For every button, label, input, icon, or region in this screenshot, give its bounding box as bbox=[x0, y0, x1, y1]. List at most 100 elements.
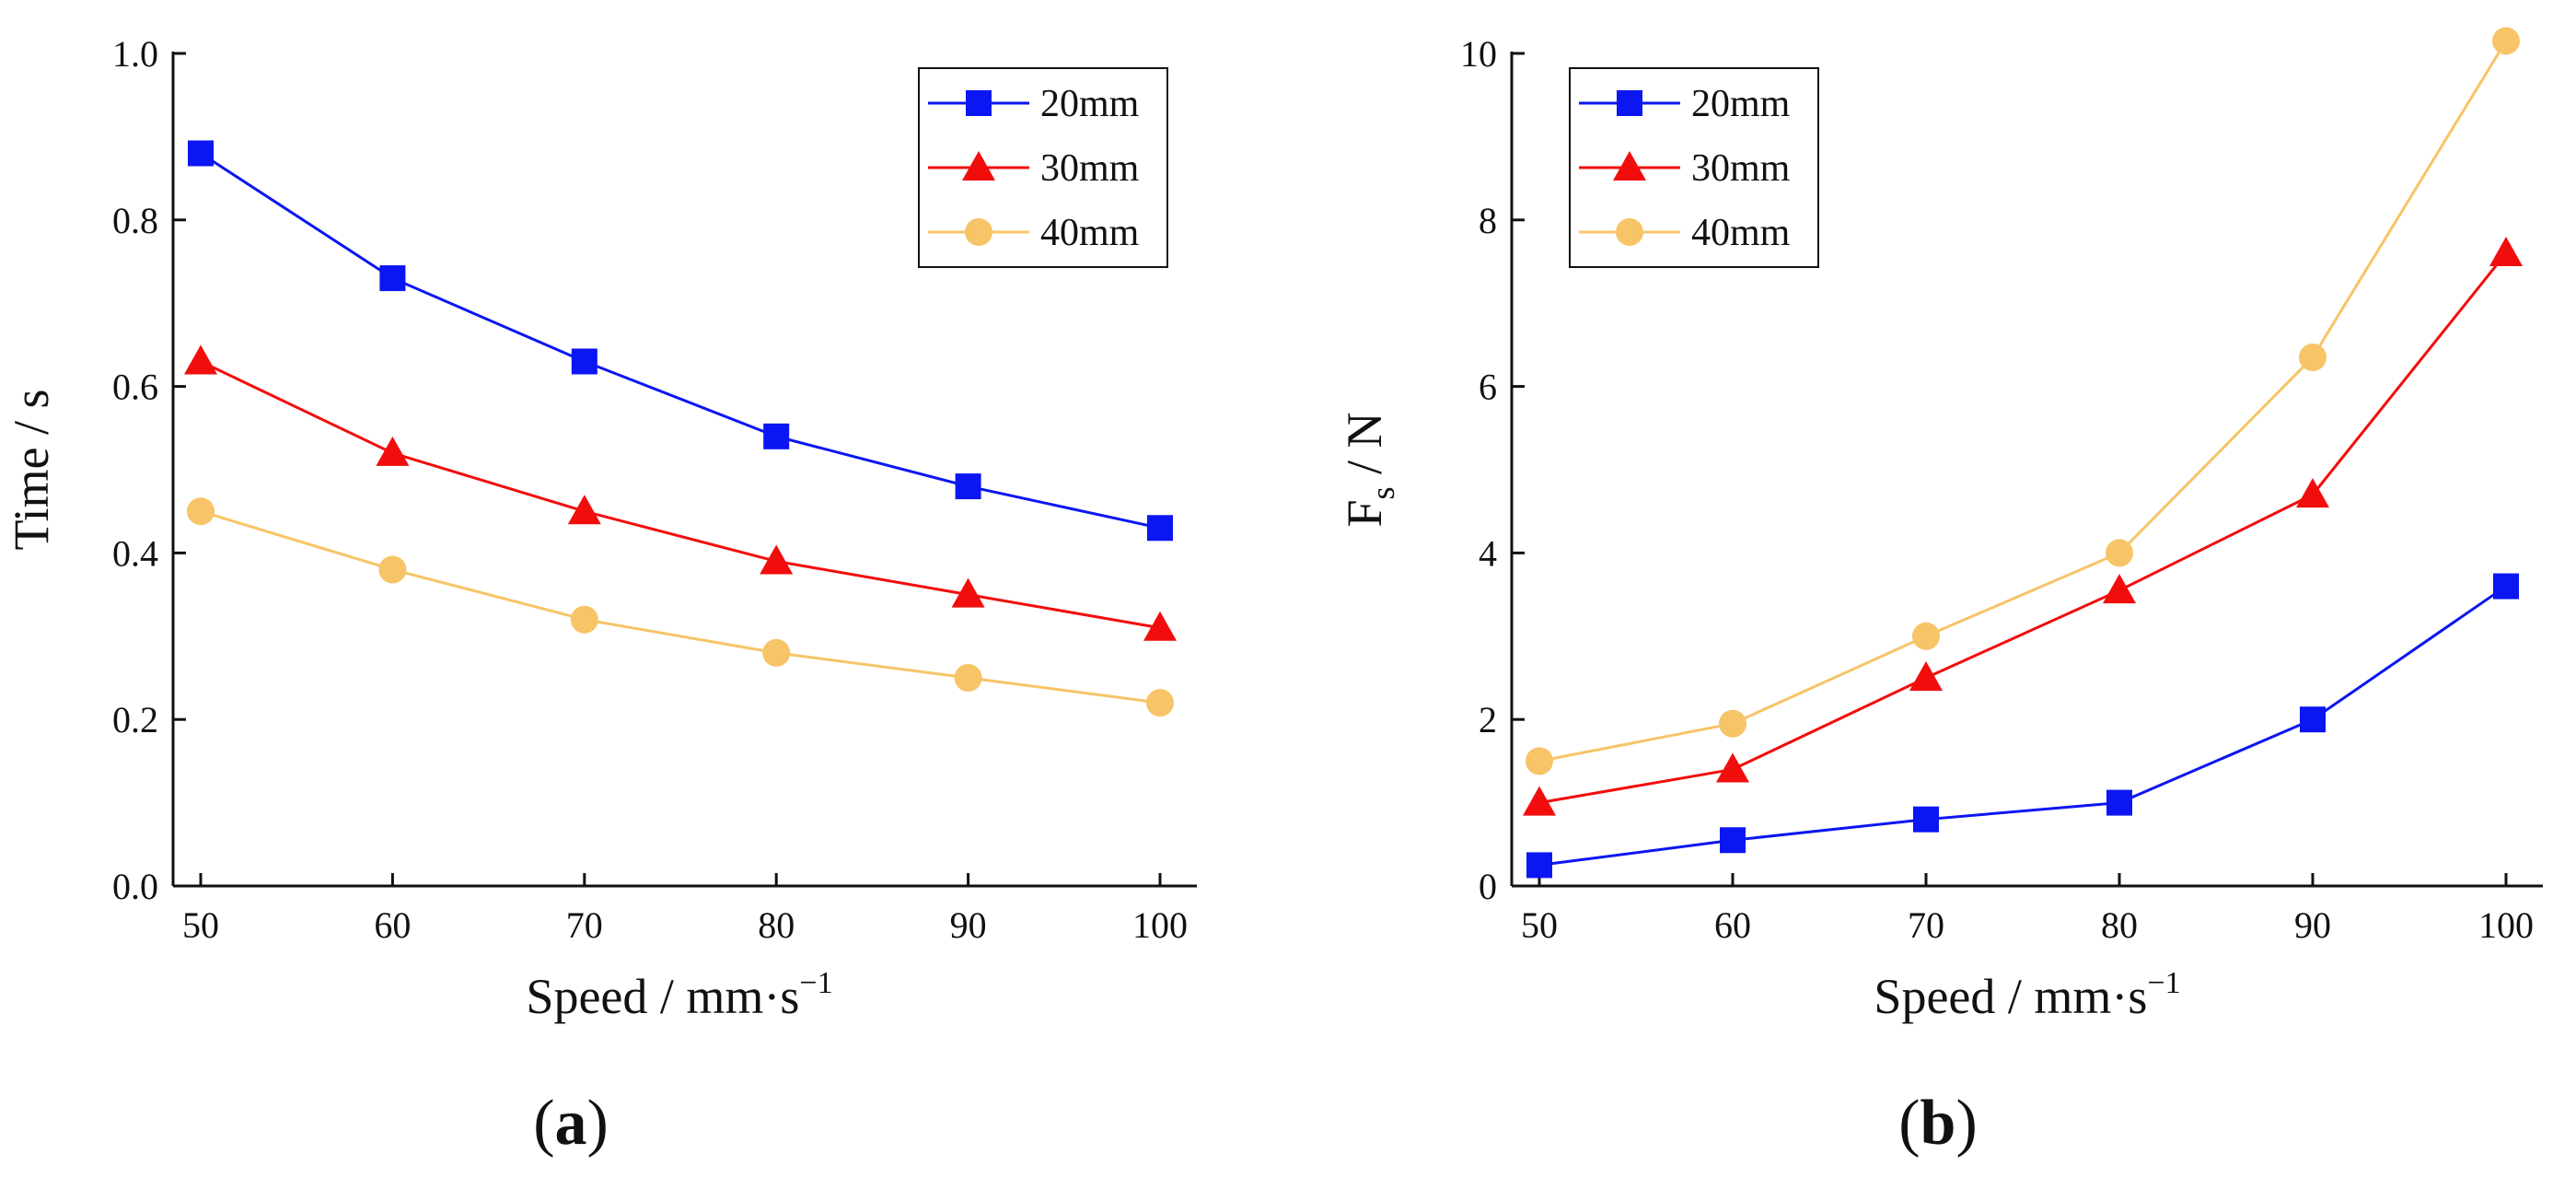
data-point bbox=[1146, 689, 1174, 717]
chart-panel-a: 0.0 0.2 0.4 0.6 0.8 1.0 50 60 70 80 90 100 20mm 30mm 4… bbox=[4, 33, 1197, 1159]
legend-label: 30mm bbox=[1691, 147, 1791, 190]
data-point bbox=[2106, 539, 2133, 567]
y-tick-label: 0.8 bbox=[112, 200, 158, 241]
data-point bbox=[1526, 852, 1552, 879]
data-point bbox=[1909, 661, 1943, 691]
panel-label-open: ( bbox=[533, 1088, 554, 1159]
data-point bbox=[1147, 515, 1173, 542]
panel-label-open: ( bbox=[1898, 1088, 1920, 1159]
data-point bbox=[955, 473, 981, 500]
data-point bbox=[567, 495, 601, 525]
legend-label: 20mm bbox=[1040, 83, 1140, 125]
data-point bbox=[760, 544, 794, 575]
x-tick-label: 100 bbox=[1132, 904, 1188, 946]
panel-label-close: ) bbox=[1955, 1088, 1977, 1159]
x-axis-title: Speed / mm·s−1 bbox=[1874, 966, 2180, 1024]
legend-marker bbox=[1617, 90, 1642, 116]
legend-label: 40mm bbox=[1691, 212, 1791, 254]
y-axis-title: Time / s bbox=[4, 389, 59, 550]
y-tick-label: 4 bbox=[1479, 532, 1497, 574]
data-point bbox=[376, 436, 410, 466]
legend-label: 40mm bbox=[1040, 212, 1140, 254]
data-point bbox=[187, 497, 215, 526]
series-line bbox=[1538, 585, 2507, 867]
series-line bbox=[200, 360, 1161, 630]
data-point bbox=[2489, 236, 2523, 266]
data-point bbox=[2296, 478, 2329, 508]
data-point bbox=[1720, 827, 1746, 854]
y-tick-label: 0.6 bbox=[112, 367, 158, 408]
y-axis-title-text: F bbox=[1337, 499, 1392, 527]
y-axis-title-text: Time / s bbox=[4, 389, 59, 550]
x-tick-label: 80 bbox=[2101, 904, 2138, 946]
panel-label-close: ) bbox=[587, 1088, 609, 1159]
x-tick-label: 50 bbox=[182, 904, 219, 946]
x-tick-label: 100 bbox=[2478, 904, 2534, 946]
panel-label-letter: b bbox=[1920, 1088, 1956, 1159]
x-tick-label: 70 bbox=[566, 904, 603, 946]
x-axis-title-text: Speed / mm·s bbox=[1874, 969, 2147, 1024]
panel-label: (a) bbox=[533, 1088, 609, 1159]
data-point bbox=[954, 664, 982, 692]
x-tick-label: 90 bbox=[950, 904, 987, 946]
data-point bbox=[570, 605, 598, 634]
legend: 20mm 30mm 40mm bbox=[1569, 67, 1819, 268]
data-point bbox=[1719, 709, 1746, 738]
x-axis-title-sup: −1 bbox=[799, 966, 832, 1000]
series-line bbox=[200, 509, 1161, 705]
chart-panel-b: 0 2 4 6 8 10 50 60 70 80 90 100 20mm 30mm 40mm Speed / … bbox=[1337, 27, 2543, 1159]
y-tick-label: 8 bbox=[1479, 200, 1497, 241]
data-point bbox=[378, 555, 407, 584]
panel-label: (b) bbox=[1898, 1088, 1978, 1159]
legend-label: 20mm bbox=[1691, 83, 1791, 125]
data-point bbox=[1526, 747, 1553, 775]
data-point bbox=[1913, 806, 1939, 833]
x-tick-label: 90 bbox=[2294, 904, 2331, 946]
data-point bbox=[2106, 789, 2132, 816]
data-point bbox=[763, 423, 790, 449]
data-point bbox=[1143, 611, 1177, 641]
y-tick-label: 2 bbox=[1479, 699, 1497, 740]
y-tick-label: 0.2 bbox=[112, 699, 158, 740]
data-point bbox=[2493, 573, 2519, 600]
x-tick-label: 60 bbox=[374, 904, 411, 946]
series-30mm bbox=[1523, 236, 2523, 816]
series-line bbox=[1538, 252, 2508, 805]
y-tick-label: 0 bbox=[1479, 866, 1497, 907]
panel-label-letter: a bbox=[555, 1088, 587, 1159]
data-point bbox=[2103, 574, 2136, 604]
y-axis-title: Fs / N bbox=[1337, 412, 1401, 527]
series-line bbox=[200, 152, 1161, 530]
data-point bbox=[379, 265, 406, 292]
legend-label: 30mm bbox=[1040, 147, 1140, 190]
series-20mm bbox=[1526, 573, 2519, 879]
x-tick-label: 70 bbox=[1908, 904, 1944, 946]
data-point bbox=[2300, 706, 2326, 733]
data-point bbox=[1912, 622, 1940, 650]
legend-marker bbox=[1616, 218, 1643, 246]
y-tick-label: 10 bbox=[1460, 33, 1497, 75]
data-point bbox=[2492, 27, 2520, 55]
series-line bbox=[1538, 40, 2508, 763]
legend-marker bbox=[1613, 151, 1646, 181]
y-axis-title-rest: / N bbox=[1337, 412, 1392, 486]
y-tick-label: 6 bbox=[1479, 367, 1497, 408]
y-tick-label: 0.4 bbox=[112, 532, 158, 574]
y-tick-label: 0.0 bbox=[112, 866, 158, 907]
series-40mm bbox=[1526, 27, 2520, 775]
y-axis-title-sub: s bbox=[1364, 486, 1401, 499]
data-point bbox=[571, 348, 598, 375]
x-tick-label: 50 bbox=[1521, 904, 1558, 946]
x-tick-label: 60 bbox=[1714, 904, 1751, 946]
legend-marker bbox=[966, 90, 992, 116]
y-tick-label: 1.0 bbox=[112, 33, 158, 75]
data-point bbox=[951, 577, 985, 608]
series-20mm bbox=[188, 140, 1173, 542]
x-axis-title: Speed / mm·s−1 bbox=[526, 966, 832, 1024]
x-tick-label: 80 bbox=[758, 904, 795, 946]
x-axis-title-sup: −1 bbox=[2147, 966, 2180, 1000]
data-point bbox=[184, 344, 217, 375]
series-30mm bbox=[184, 344, 1177, 641]
